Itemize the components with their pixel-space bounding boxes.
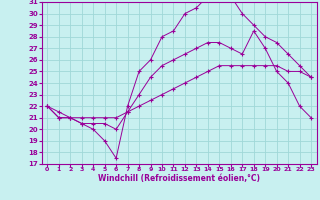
X-axis label: Windchill (Refroidissement éolien,°C): Windchill (Refroidissement éolien,°C) xyxy=(98,174,260,183)
